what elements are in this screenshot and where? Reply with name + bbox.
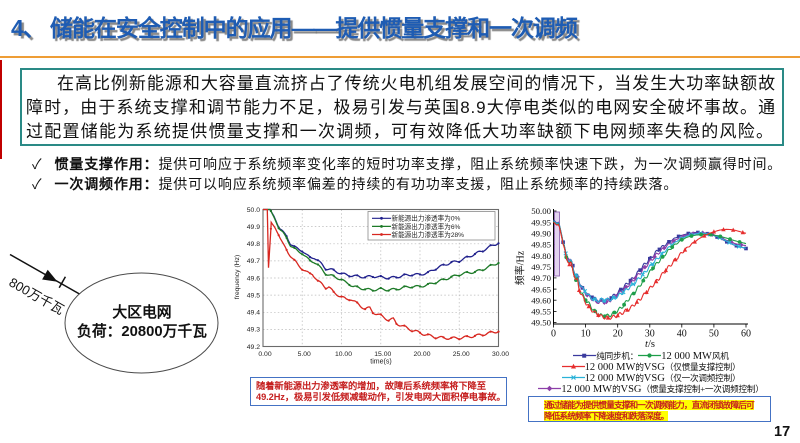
svg-text:49.75: 49.75 — [531, 262, 551, 272]
svg-text:50.0: 50.0 — [247, 207, 260, 214]
svg-text:49.65: 49.65 — [531, 284, 551, 294]
svg-text:频率/Hz: 频率/Hz — [514, 250, 527, 285]
svg-text:time(s): time(s) — [370, 359, 391, 366]
svg-text:30: 30 — [645, 329, 655, 340]
svg-text:49.7: 49.7 — [247, 258, 260, 265]
svg-text:新能源出力渗透率为0%: 新能源出力渗透率为0% — [392, 214, 461, 223]
svg-text:30.00: 30.00 — [492, 351, 509, 358]
svg-text:49.6: 49.6 — [247, 275, 260, 282]
svg-text:49.70: 49.70 — [531, 273, 551, 283]
svg-text:49.8: 49.8 — [247, 241, 260, 248]
svg-text:0: 0 — [551, 329, 556, 340]
svg-text:49.55: 49.55 — [531, 307, 551, 317]
svg-text:49.90: 49.90 — [531, 229, 551, 239]
svg-text:15.00: 15.00 — [374, 351, 391, 358]
svg-text:frequency (Hz): frequency (Hz) — [234, 255, 241, 300]
svg-text:25.00: 25.00 — [453, 351, 470, 358]
svg-text:5.00: 5.00 — [298, 351, 311, 358]
svg-text:10: 10 — [581, 329, 591, 340]
svg-text:20: 20 — [613, 329, 623, 340]
svg-text:10.00: 10.00 — [335, 351, 352, 358]
svg-text:49.80: 49.80 — [531, 251, 551, 261]
svg-text:49.4: 49.4 — [247, 310, 260, 317]
svg-text:49.50: 49.50 — [531, 318, 551, 328]
svg-text:49.3: 49.3 — [247, 327, 260, 334]
svg-text:t/s: t/s — [645, 339, 655, 350]
svg-text:49.9: 49.9 — [247, 224, 260, 231]
svg-text:新能源出力渗透率为6%: 新能源出力渗透率为6% — [392, 222, 461, 231]
svg-text:50: 50 — [709, 329, 719, 340]
svg-text:49.5: 49.5 — [247, 292, 260, 299]
svg-text:20.00: 20.00 — [413, 351, 430, 358]
svg-text:60: 60 — [741, 329, 751, 340]
svg-text:50.00: 50.00 — [531, 206, 551, 216]
svg-text:49.85: 49.85 — [531, 240, 551, 250]
svg-text:0.00: 0.00 — [258, 351, 271, 358]
svg-text:40: 40 — [677, 329, 687, 340]
svg-text:49.2: 49.2 — [247, 344, 260, 351]
svg-text:新能源出力渗透率为28%: 新能源出力渗透率为28% — [392, 230, 465, 239]
svg-text:49.95: 49.95 — [531, 217, 551, 227]
svg-text:49.60: 49.60 — [531, 295, 551, 305]
